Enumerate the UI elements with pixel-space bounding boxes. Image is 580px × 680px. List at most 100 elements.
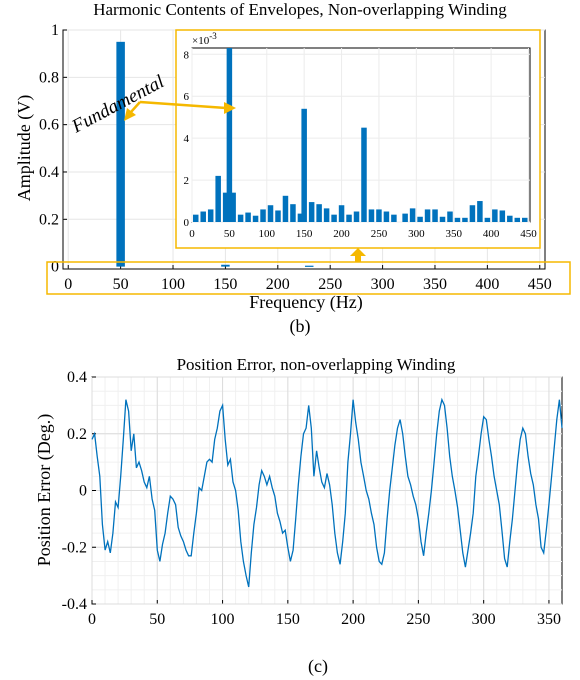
inset-bar — [492, 209, 498, 222]
chart-c-xticks: 0 50 100 150 200 250 300 350 — [88, 611, 561, 628]
inset-x-tick-label: 50 — [224, 228, 236, 240]
chart-c-yticks: 0.4 0.2 0 -0.2 -0.4 — [62, 369, 87, 613]
inset-plot-frame — [191, 47, 531, 223]
inset-bar — [275, 210, 281, 222]
inset-bar — [477, 201, 483, 222]
inset-bar — [353, 211, 360, 222]
x-tick-label: 50 — [149, 611, 165, 628]
inset-x-tick-label: 100 — [259, 228, 276, 240]
x-tick-label: 100 — [161, 276, 185, 293]
x-tick-label: 150 — [213, 276, 237, 293]
bar — [116, 41, 125, 267]
inset-bar — [316, 204, 322, 222]
inset-bar — [297, 213, 304, 222]
inset-bar — [424, 209, 431, 222]
inset-bar — [252, 215, 259, 222]
inset-bar — [245, 212, 251, 222]
y-tick-label: 0.8 — [39, 69, 59, 86]
inset-bars — [192, 48, 528, 222]
inset-bar — [346, 214, 352, 222]
x-tick-label: 250 — [318, 276, 342, 293]
inset-bar — [237, 214, 244, 222]
y-tick-label: 0.2 — [67, 426, 87, 443]
inset-bar — [230, 192, 236, 222]
chart-b-title: Harmonic Contents of Envelopes, Non-over… — [93, 0, 507, 19]
x-tick-label: 50 — [113, 276, 129, 293]
inset-yticks: 0 2 4 6 8 — [184, 49, 190, 229]
y-tick-label: -0.4 — [62, 596, 87, 613]
inset-bar — [376, 209, 382, 222]
highlight-up-arrow — [350, 248, 366, 262]
chart-b-caption: (b) — [290, 316, 311, 337]
inset-bar — [215, 175, 221, 222]
y-tick-label: 0.4 — [39, 164, 59, 181]
inset-bar — [226, 48, 233, 222]
inset-bar — [282, 195, 289, 222]
inset-x-tick-label: 350 — [445, 228, 462, 240]
chart-b-xticks: 0 50 100 150 200 250 300 350 400 450 — [64, 276, 552, 293]
y-tick-label: 0 — [51, 259, 59, 276]
inset-bar — [267, 205, 274, 222]
inset-exponent-label: ×10-3 — [192, 31, 217, 47]
chart-c-title: Position Error, non-overlapping Winding — [177, 355, 456, 374]
x-tick-label: 0 — [88, 611, 96, 628]
x-tick-label: 200 — [341, 611, 365, 628]
inset-bar — [192, 214, 199, 222]
inset-bar — [260, 209, 266, 222]
inset-bar — [207, 209, 214, 222]
inset-bar — [484, 217, 491, 222]
x-tick-label: 0 — [64, 276, 72, 293]
bar — [304, 265, 314, 267]
inset-y-tick-label: 0 — [184, 217, 190, 229]
inset-bar — [402, 213, 408, 222]
inset-x-tick-label: 450 — [520, 228, 537, 240]
chart-c-caption: (c) — [308, 656, 328, 677]
x-tick-label: 150 — [276, 611, 300, 628]
inset-y-tick-label: 8 — [184, 49, 190, 61]
x-tick-label: 100 — [211, 611, 235, 628]
annotation-arrows — [124, 100, 236, 121]
inset-x-tick-label: 300 — [408, 228, 425, 240]
chart-c-ylabel: Position Error (Deg.) — [34, 414, 55, 566]
inset-bar — [338, 205, 345, 222]
inset-x-tick-label: 250 — [371, 228, 388, 240]
inset-xticks: 0 50 100 150 200 250 300 350 400 450 — [189, 228, 537, 240]
x-tick-label: 200 — [266, 276, 290, 293]
inset-bar — [514, 217, 521, 222]
inset-bar — [222, 192, 229, 222]
chart-b-xlabel: Frequency (Hz) — [249, 292, 362, 313]
inset-bar — [507, 215, 513, 222]
chart-harmonics: Harmonic Contents of Envelopes, Non-over… — [14, 0, 571, 337]
inset-bar — [290, 204, 296, 222]
inset-bar — [383, 211, 390, 222]
chart-c-grid — [91, 376, 562, 605]
inset-x-tick-label: 400 — [483, 228, 500, 240]
inset-bar — [368, 209, 375, 222]
bar — [221, 264, 230, 267]
inset-bar — [447, 211, 453, 222]
inset-bar — [522, 217, 528, 222]
y-tick-label: 0 — [79, 483, 87, 500]
chart-position-error: Position Error, non-overlapping Winding … — [34, 355, 563, 677]
inset-bar — [454, 217, 461, 222]
inset-x-tick-label: 200 — [333, 228, 350, 240]
x-tick-label: 350 — [537, 611, 561, 628]
chart-b-inset: 0 50 100 150 200 250 300 350 400 450 0 2 4 6 8 ×10-3 — [175, 29, 541, 249]
x-tick-label: 300 — [371, 276, 395, 293]
x-tick-label: 300 — [472, 611, 496, 628]
inset-y-tick-label: 6 — [184, 91, 190, 103]
inset-bar — [308, 202, 315, 222]
inset-x-tick-label: 0 — [189, 228, 195, 240]
inset-y-tick-label: 4 — [184, 133, 190, 145]
inset-bar — [409, 208, 416, 222]
inset-bar — [200, 211, 206, 222]
inset-bar — [469, 205, 476, 222]
inset-bar — [301, 108, 307, 222]
baseline-highlight-box — [46, 261, 571, 295]
y-tick-label: 1 — [51, 22, 59, 39]
y-tick-label: 0.4 — [67, 369, 87, 386]
chart-b-ylabel: Amplitude (V) — [14, 95, 35, 201]
inset-bar — [417, 216, 423, 222]
inset-bar — [499, 210, 506, 222]
